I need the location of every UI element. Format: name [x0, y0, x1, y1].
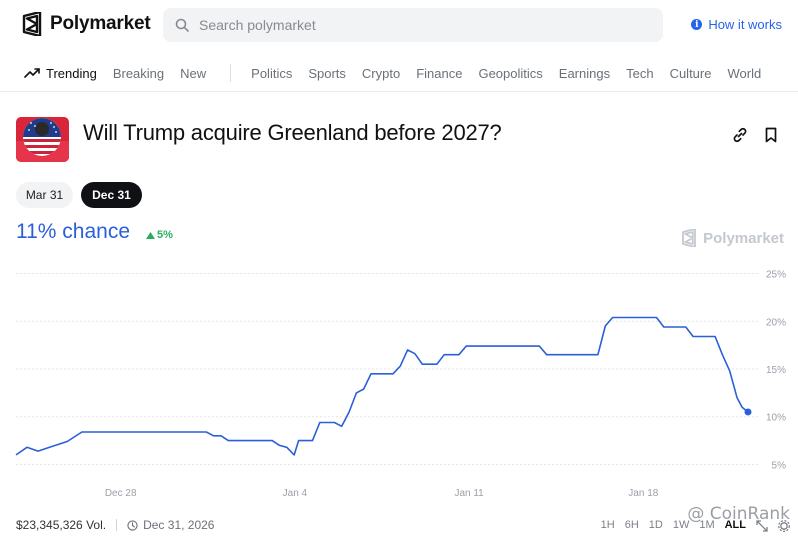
market-footer: $23,345,326 Vol. Dec 31, 2026	[16, 518, 214, 532]
expand-icon[interactable]	[756, 520, 768, 532]
series-line	[15, 316, 749, 456]
nav-item-finance[interactable]: Finance	[416, 65, 463, 81]
nav-item-politics[interactable]: Politics	[251, 65, 293, 81]
x-tick-label: Dec 28	[105, 488, 137, 499]
nav-item-earnings[interactable]: Earnings	[558, 65, 611, 81]
time-range-selector: 1H 6H 1D 1W 1M ALL	[601, 519, 790, 532]
info-icon: i	[691, 19, 703, 30]
clock-icon	[127, 519, 138, 531]
nav-item-crypto[interactable]: Crypto	[361, 65, 401, 81]
latest-point	[744, 408, 752, 416]
brand-name: Polymarket	[50, 13, 151, 34]
y-tick-label: 20%	[766, 317, 786, 328]
how-it-works-label: How it works	[708, 17, 782, 32]
nav-item-geopolitics[interactable]: Geopolitics	[478, 65, 543, 81]
brand-logo[interactable]: Polymarket	[22, 12, 151, 36]
range-all[interactable]: ALL	[724, 519, 746, 531]
nav-item-tech[interactable]: Tech	[626, 65, 654, 81]
price-chart[interactable]: 5% 10% 15% 20% 25% Dec 28 Jan 4 Jan 11 Jan 18	[0, 260, 798, 500]
nav-divider-line	[0, 91, 798, 92]
nav-divider	[230, 64, 232, 82]
tab-dec-31[interactable]: Dec 31	[81, 182, 142, 208]
top-bar: Polymarket i How it works	[0, 0, 798, 50]
bookmark-icon[interactable]	[762, 126, 780, 144]
polymarket-logo-icon	[22, 12, 42, 36]
volume-value: $23,345,326 Vol.	[16, 518, 107, 532]
x-tick-label: Jan 18	[628, 488, 658, 499]
nav-item-sports[interactable]: Sports	[308, 65, 346, 81]
market-image	[16, 117, 69, 162]
end-date-label: Dec 31, 2026	[143, 518, 215, 532]
chart-watermark: Polymarket	[681, 229, 784, 247]
search-input[interactable]	[199, 17, 639, 33]
x-tick-label: Jan 11	[454, 488, 484, 499]
category-nav: Trending Breaking New Politics Sports Cr…	[0, 56, 798, 90]
nav-item-culture[interactable]: Culture	[669, 65, 712, 81]
link-icon[interactable]	[731, 126, 749, 144]
range-6h[interactable]: 6H	[624, 519, 639, 531]
range-1m[interactable]: 1M	[699, 519, 715, 531]
watermark-label: Polymarket	[703, 229, 784, 247]
y-tick-label: 15%	[766, 365, 786, 376]
settings-icon[interactable]	[778, 520, 790, 532]
nav-label-trending: Trending	[46, 65, 97, 81]
y-tick-label: 10%	[766, 413, 786, 424]
search-icon	[175, 18, 189, 32]
nav-item-breaking[interactable]: Breaking	[112, 65, 165, 81]
market-title: Will Trump acquire Greenland before 2027…	[83, 120, 502, 145]
range-1d[interactable]: 1D	[648, 519, 663, 531]
chance-value: 11% chance	[16, 220, 131, 243]
footer-divider	[116, 519, 118, 531]
range-1h[interactable]: 1H	[600, 519, 615, 531]
end-date: Dec 31, 2026	[127, 518, 214, 532]
x-tick-label: Jan 4	[283, 488, 308, 499]
polymarket-logo-icon	[682, 229, 697, 247]
nav-item-new[interactable]: New	[180, 65, 207, 81]
y-tick-label: 25%	[766, 270, 786, 281]
how-it-works-link[interactable]: i How it works	[691, 17, 782, 32]
range-1w[interactable]: 1W	[672, 519, 690, 531]
trending-up-icon	[24, 68, 40, 78]
search-bar[interactable]	[163, 8, 663, 42]
triangle-up-icon	[146, 231, 155, 239]
coinrank-watermark: @ CoinRank	[687, 504, 790, 524]
nav-item-world[interactable]: World	[727, 65, 762, 81]
nav-item-trending[interactable]: Trending	[24, 66, 97, 81]
y-tick-label: 5%	[772, 460, 787, 471]
tab-mar-31[interactable]: Mar 31	[16, 182, 73, 208]
delta-value: 5%	[157, 229, 173, 241]
chance-delta: 5%	[146, 229, 173, 241]
